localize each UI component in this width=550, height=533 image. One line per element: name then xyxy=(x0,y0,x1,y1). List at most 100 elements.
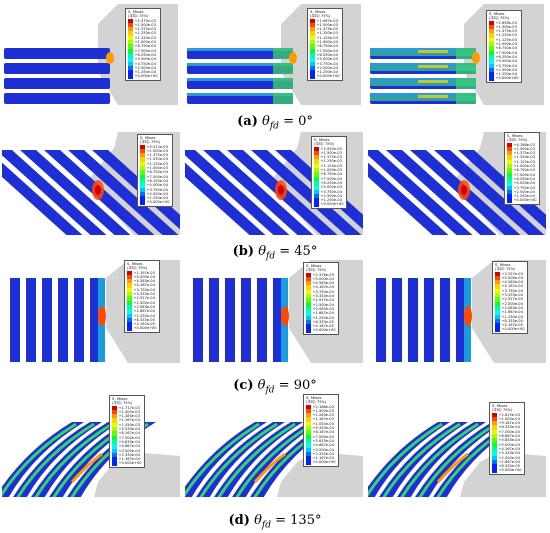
legend-swatch xyxy=(127,292,132,297)
legend-title: S, Mises xyxy=(128,9,144,14)
legend-entry: +8.333e-04 xyxy=(492,425,522,430)
caption-letter: (a) xyxy=(237,114,258,129)
legend-value: +8.333e-05 xyxy=(133,317,155,322)
legend-entry: +1.000e-03 xyxy=(489,42,519,47)
legend-value: +5.000e-04 xyxy=(146,183,168,188)
strand xyxy=(58,278,68,362)
legend-swatch xyxy=(310,70,315,75)
legend-entry: +4.667e-04 xyxy=(306,443,336,448)
legend-swatch xyxy=(306,404,311,409)
legend-entry: +1.167e-03 xyxy=(112,418,142,423)
legend-swatch xyxy=(492,446,497,452)
legend-swatch xyxy=(314,155,319,160)
fe-contour-plot xyxy=(376,260,546,363)
legend-subtitle: (平均: 75%) xyxy=(112,401,133,406)
legend-value: +0.000e+00 xyxy=(501,327,525,332)
legend-title: S, Mises xyxy=(310,9,326,14)
legend-value: +3.500e-04 xyxy=(118,448,140,453)
fe-panel-r1-c1: S, Mises (平均: 75%) +1.375e-03 +1.500e-03 +1.… xyxy=(2,0,180,105)
caption-row-2: (b) θfd = 45° xyxy=(0,244,550,262)
legend-entry: +2.083e-04 xyxy=(306,306,336,312)
strand xyxy=(4,78,110,89)
legend-value: +1.167e-04 xyxy=(118,457,140,462)
legend-value: +7.500e-04 xyxy=(495,50,517,55)
legend-entry: +1.375e-03 xyxy=(128,27,158,32)
strand xyxy=(440,278,450,362)
legend-entry: +6.250e-04 xyxy=(310,52,340,58)
legend-value: +0.000e+00 xyxy=(146,200,170,205)
legend-entry: +2.500e-04 xyxy=(127,300,157,305)
caption-letter: (d) xyxy=(228,513,250,528)
legend-entry: +1.250e-04 xyxy=(507,194,537,199)
legend-value: +2.500e-04 xyxy=(134,65,156,70)
legend-swatch xyxy=(310,74,315,79)
fe-panel-r1-c2: S, Mises (平均: 75%) +1.967e-03 +1.500e-03 +1.… xyxy=(185,0,363,105)
stress-band xyxy=(370,81,476,86)
legend-value: +1.375e-03 xyxy=(146,153,168,158)
legend-swatch xyxy=(127,309,132,314)
legend-entry: +0.000e+00 xyxy=(112,461,142,466)
legend-entry: +1.250e-03 xyxy=(310,31,340,36)
legend-value: +3.333e-04 xyxy=(133,292,155,297)
legend-entry: +1.375e-03 xyxy=(310,27,340,32)
legend-value: +1.500e-03 xyxy=(320,150,342,155)
fe-panel-r3-c2: S, Mises (平均: 75%) +2.376e-03 +5.000e-04 +4.… xyxy=(185,258,363,363)
legend-swatch xyxy=(492,451,497,456)
legend-entry: +8.750e-04 xyxy=(310,44,340,49)
legend-value: +6.250e-04 xyxy=(513,176,535,181)
legend-value: +0.000e+00 xyxy=(312,460,336,465)
legend-value: +2.500e-04 xyxy=(320,193,342,198)
legend-swatch xyxy=(306,276,311,282)
legend-swatch xyxy=(489,42,494,47)
legend-value: +2.917e-04 xyxy=(501,297,523,302)
legend-title: S, Mises xyxy=(112,396,128,401)
legend-swatch xyxy=(306,438,311,444)
legend-value: +5.000e-04 xyxy=(501,275,523,280)
legend-value: +1.500e-03 xyxy=(146,148,168,153)
legend-value: +1.250e-04 xyxy=(501,314,523,319)
legend-swatch xyxy=(310,52,315,58)
legend-entry: +0.000e+00 xyxy=(306,328,336,333)
stress-concentration xyxy=(289,52,297,64)
legend-value: +1.125e-03 xyxy=(513,159,535,164)
stress-legend: S, Mises (平均: 75%) +1.717e-03 +1.400e-03 +1.… xyxy=(109,395,145,468)
strand xyxy=(251,150,362,235)
legend-swatch xyxy=(112,431,117,436)
legend-value: +2.500e-04 xyxy=(495,67,517,72)
legend-value: +1.125e-03 xyxy=(146,161,168,166)
caption-row-4: (d) θfd = 135° xyxy=(0,513,550,531)
legend-value: +4.583e-04 xyxy=(133,279,155,284)
legend-swatch xyxy=(507,146,512,152)
legend-entry: +1.000e-03 xyxy=(310,40,340,45)
legend-entry: +8.750e-04 xyxy=(128,44,158,49)
strand xyxy=(67,422,156,497)
caption-letter: (b) xyxy=(232,244,255,259)
legend-entry: +8.750e-04 xyxy=(489,46,519,51)
legend-swatch xyxy=(507,142,512,147)
legend-swatch xyxy=(306,413,311,418)
strand xyxy=(4,93,110,104)
legend-entry: +8.750e-04 xyxy=(507,168,537,173)
caption-row-3: (c) θfd = 90° xyxy=(0,378,550,396)
strand xyxy=(415,422,504,497)
legend-swatch xyxy=(507,176,512,182)
legend-value: +2.083e-04 xyxy=(312,306,334,311)
legend-swatch xyxy=(489,54,494,60)
legend-value: +1.125e-03 xyxy=(316,35,338,40)
legend-swatch xyxy=(492,438,497,443)
legend-value: +1.000e-03 xyxy=(146,166,168,171)
legend-value: +1.375e-03 xyxy=(495,29,517,34)
legend-value: +1.250e-04 xyxy=(513,194,535,199)
legend-swatch xyxy=(140,144,145,149)
legend-value: +7.500e-04 xyxy=(498,429,520,434)
legend-swatch xyxy=(112,422,117,428)
legend-value: +9.333e-04 xyxy=(312,426,334,431)
strand xyxy=(20,150,131,235)
legend-value: +5.000e-04 xyxy=(133,274,155,279)
legend-swatch xyxy=(489,24,494,30)
legend-value: +1.667e-04 xyxy=(501,310,523,315)
legend-swatch xyxy=(489,76,494,81)
stress-legend: S, Mises (平均: 75%) +2.658e-03 +1.500e-03 +1.… xyxy=(486,10,522,83)
stress-hotspot xyxy=(273,48,293,59)
legend-entry: +7.500e-04 xyxy=(507,172,537,177)
